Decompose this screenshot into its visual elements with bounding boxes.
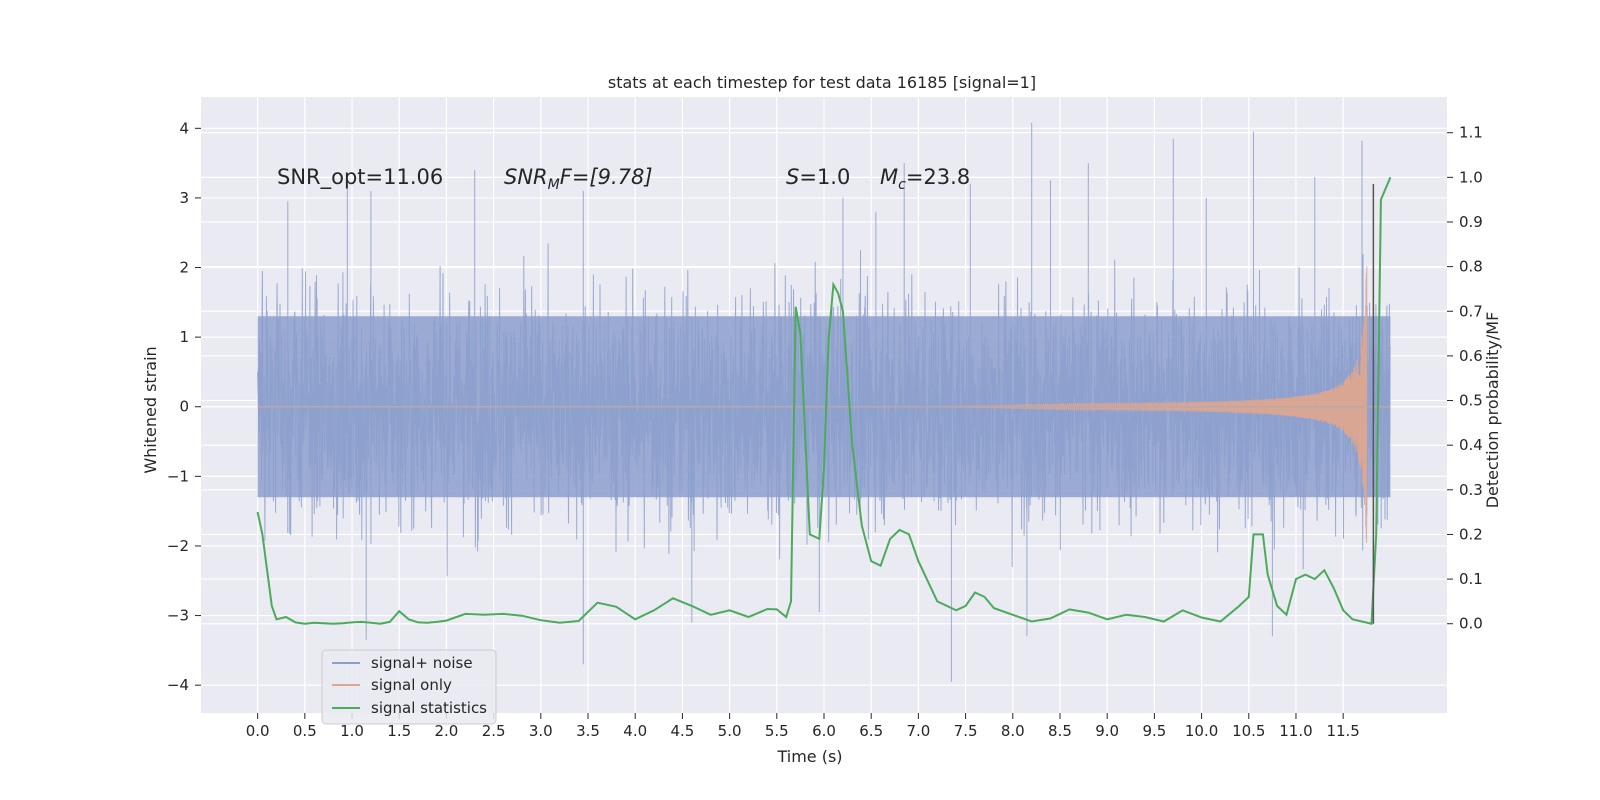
x-tick-label: 0.0 <box>246 722 270 740</box>
annotation-snr-mf-main: SNR <box>504 165 548 189</box>
x-tick-label: 6.5 <box>859 722 883 740</box>
series-signal-statistics <box>256 176 1392 625</box>
x-tick-label: 5.5 <box>765 722 789 740</box>
y-left-tick-label: 2 <box>179 259 189 277</box>
y-right-axis-ticks: 1.1 1.0 0.9 0.8 0.7 0.6 0.5 0.4 0.3 0.2 0.1 0.0 <box>1447 124 1483 633</box>
x-tick-label: 2.0 <box>434 722 458 740</box>
x-tick-label: 5.0 <box>718 722 742 740</box>
y-right-tick-label: 0.3 <box>1459 481 1483 499</box>
x-tick-label: 3.0 <box>529 722 553 740</box>
legend-label-signal-statistics: signal statistics <box>371 699 487 717</box>
legend-box <box>321 649 497 725</box>
y-left-tick-label: −2 <box>167 537 189 555</box>
y-left-axis-ticks: 4 3 2 1 0 −1 −2 −3 −4 <box>167 119 201 694</box>
x-tick-label: 1.5 <box>387 722 411 740</box>
x-tick-label: 3.5 <box>576 722 600 740</box>
annotation-snr-mf-rest: F=[9.78] <box>560 165 653 189</box>
annotation-mc-sub: c <box>898 177 906 193</box>
x-tick-label: 0.5 <box>293 722 317 740</box>
y-right-tick-label: 0.9 <box>1459 213 1483 231</box>
x-tick-label: 8.0 <box>1001 722 1025 740</box>
annotation-mc-main: M <box>880 165 898 189</box>
annotation-s-rest: =1.0 <box>799 165 850 189</box>
x-tick-label: 11.0 <box>1279 722 1312 740</box>
x-tick-label: 4.0 <box>623 722 647 740</box>
legend-label-signal-noise: signal+ noise <box>371 654 473 672</box>
x-tick-label: 9.0 <box>1095 722 1119 740</box>
annotation-s: S=1.0 <box>786 165 850 189</box>
annotation-mc-rest: =23.8 <box>906 165 970 189</box>
x-tick-label: 9.5 <box>1142 722 1166 740</box>
y-right-tick-label: 0.4 <box>1459 436 1483 454</box>
y-right-axis-label: Detection probability/MF <box>1483 312 1502 509</box>
y-right-tick-label: 0.6 <box>1459 347 1483 365</box>
x-tick-label: 7.0 <box>906 722 930 740</box>
x-tick-label: 10.0 <box>1185 722 1218 740</box>
x-tick-label: 2.5 <box>482 722 506 740</box>
x-tick-label: 6.0 <box>812 722 836 740</box>
signal-statistics-line <box>256 176 1392 625</box>
x-tick-label: 7.5 <box>954 722 978 740</box>
y-right-tick-label: 1.0 <box>1459 168 1483 186</box>
x-tick-label: 10.5 <box>1232 722 1265 740</box>
y-right-tick-label: 0.5 <box>1459 392 1483 410</box>
annotation-snr-opt: SNR_opt=11.06 <box>277 165 443 190</box>
y-right-tick-label: 0.1 <box>1459 570 1483 588</box>
annotation-s-main: S <box>786 165 799 189</box>
annotation-snr-mf: SNRMF=[9.78] <box>504 165 653 193</box>
y-left-tick-label: −3 <box>167 607 189 625</box>
annotation-snr-mf-sub: M <box>548 177 560 193</box>
legend-label-signal-only: signal only <box>371 676 452 694</box>
y-right-tick-label: 1.1 <box>1459 124 1483 142</box>
y-left-tick-label: 1 <box>179 328 189 346</box>
legend: signal+ noise signal only signal statist… <box>321 649 497 725</box>
x-tick-label: 1.0 <box>340 722 364 740</box>
y-left-tick-label: −1 <box>167 467 189 485</box>
series-signal-only <box>257 266 1391 543</box>
x-tick-label: 4.5 <box>670 722 694 740</box>
x-tick-label: 8.5 <box>1048 722 1072 740</box>
chart-title: stats at each timestep for test data 161… <box>608 73 1036 92</box>
x-axis-ticks: 0.0 0.5 1.0 1.5 2.0 2.5 3.0 3.5 4.0 4.5 5.0 5.5 6.0 6… <box>246 713 1360 740</box>
y-right-tick-label: 0.0 <box>1459 615 1483 633</box>
y-left-tick-label: −4 <box>167 676 189 694</box>
x-tick-label: 11.5 <box>1326 722 1359 740</box>
y-right-tick-label: 0.7 <box>1459 302 1483 320</box>
annotation-mc: Mc=23.8 <box>880 165 970 193</box>
y-right-tick-label: 0.8 <box>1459 258 1483 276</box>
y-left-tick-label: 3 <box>179 189 189 207</box>
signal-only-trace <box>918 266 1368 543</box>
y-right-tick-label: 0.2 <box>1459 525 1483 543</box>
y-left-axis-label: Whitened strain <box>141 346 160 473</box>
y-left-tick-label: 4 <box>179 119 189 137</box>
y-left-tick-label: 0 <box>179 398 189 416</box>
x-axis-label: Time (s) <box>776 747 842 766</box>
